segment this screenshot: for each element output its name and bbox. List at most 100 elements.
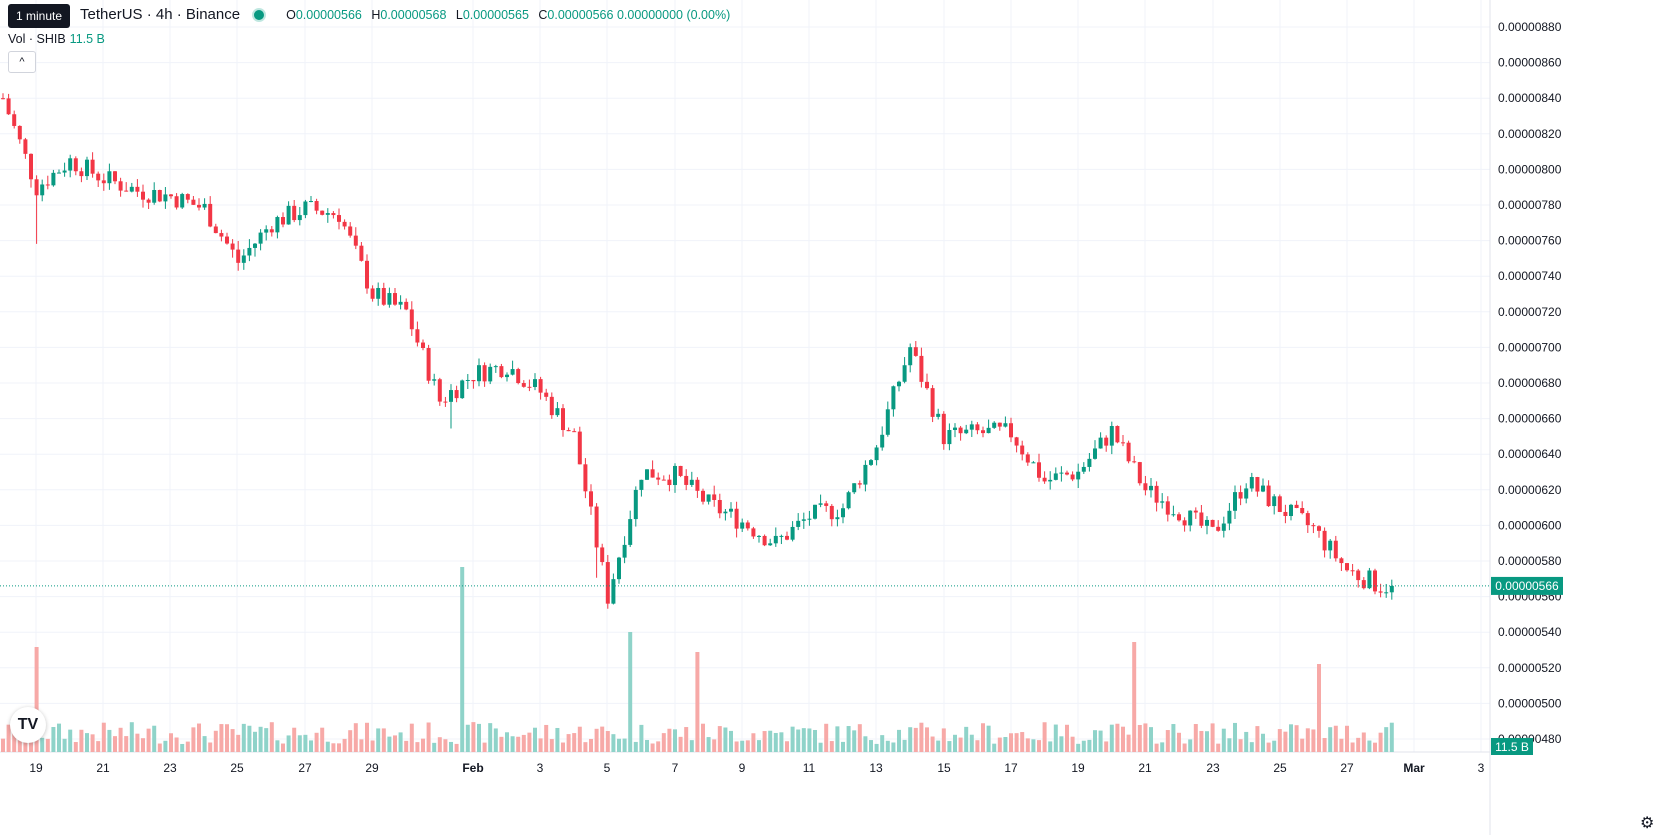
candle-body	[824, 503, 829, 506]
volume-bar	[885, 740, 890, 752]
low-value: 0.00000565	[462, 7, 529, 22]
volume-bar	[197, 723, 201, 752]
candle-body	[1149, 485, 1153, 491]
volume-bar	[213, 730, 218, 752]
candle-body	[695, 479, 700, 491]
candle-body	[68, 158, 73, 171]
y-tick-label: 0.00000860	[1498, 56, 1562, 70]
candle-body	[1255, 477, 1260, 492]
volume-bar	[678, 736, 683, 752]
candle-body	[1065, 472, 1069, 475]
candle-body	[213, 226, 218, 234]
candle-body	[745, 522, 750, 529]
volume-bar	[874, 743, 879, 752]
candle-body	[1199, 512, 1204, 526]
volume-bar	[1177, 732, 1181, 752]
volume-bar	[947, 741, 952, 752]
volume-bar	[908, 727, 913, 752]
volume-bar	[1305, 728, 1310, 752]
candle-body	[1093, 448, 1097, 459]
volume-bar	[1389, 722, 1394, 752]
y-tick-label: 0.00000540	[1498, 625, 1562, 639]
volume-bar	[1121, 726, 1125, 752]
candle-body	[141, 191, 145, 200]
volume-bar	[1311, 729, 1316, 752]
candle-body	[1216, 526, 1221, 531]
candle-body	[678, 465, 683, 476]
volume-bar	[1244, 731, 1249, 752]
candle-body	[325, 213, 330, 215]
volume-bar	[113, 736, 117, 752]
candle-body	[157, 190, 162, 202]
volume-bar	[997, 737, 1002, 752]
candle-body	[628, 519, 633, 545]
candle-body	[1244, 488, 1249, 499]
volume-bar	[1076, 743, 1081, 752]
candle-body	[1126, 442, 1131, 462]
candle-body	[303, 201, 308, 216]
candle-body	[12, 114, 17, 126]
volume-bar	[482, 742, 487, 752]
volume-bar	[488, 723, 493, 752]
volume-bar	[353, 723, 358, 752]
volume-bar	[600, 726, 605, 752]
gear-icon[interactable]: ⚙	[1640, 815, 1655, 832]
volume-bar	[342, 738, 347, 752]
candle-body	[734, 508, 739, 529]
volume-bar	[1070, 736, 1075, 752]
volume-bar	[258, 726, 263, 752]
tradingview-logo[interactable]: TV	[10, 707, 46, 743]
candle-body	[1277, 496, 1282, 512]
candle-body	[661, 479, 666, 481]
volume-bar	[762, 731, 767, 752]
x-tick-label: 19	[29, 761, 43, 775]
volume-bar	[1300, 738, 1305, 752]
symbol-title[interactable]: TetherUS · 4h · Binance	[80, 6, 241, 23]
candle-body	[773, 535, 778, 544]
candle-body	[1272, 496, 1277, 507]
candle-body	[561, 408, 565, 431]
candle-body	[85, 159, 89, 177]
candle-body	[286, 205, 291, 225]
volume-bar	[1345, 725, 1349, 752]
volume-bar	[818, 742, 823, 752]
volume-bar	[1065, 724, 1069, 752]
volume-bar	[17, 738, 22, 752]
volume-bar	[1042, 722, 1047, 752]
candle-body	[852, 483, 857, 493]
volume-bar	[409, 723, 414, 752]
x-tick-label: 15	[937, 761, 951, 775]
volume-bar	[729, 730, 733, 752]
candle-body	[589, 491, 593, 507]
high-value: 0.00000568	[380, 7, 447, 22]
candle-body	[101, 180, 106, 184]
candle-body	[992, 422, 997, 428]
candle-body	[258, 232, 263, 244]
candle-body	[398, 301, 403, 305]
volume-bar	[936, 740, 941, 752]
candle-body	[813, 504, 817, 519]
candle-body	[174, 196, 179, 208]
candle-body	[275, 217, 280, 233]
candle-body	[292, 205, 297, 221]
volume-bar	[1317, 664, 1321, 752]
candle-body	[90, 159, 95, 174]
candle-body	[342, 221, 347, 227]
volume-legend: Vol · SHIB 11.5 B	[8, 32, 105, 46]
candle-body	[365, 260, 369, 289]
x-tick-label: Mar	[1403, 761, 1425, 775]
volume-bar	[1081, 740, 1086, 752]
volume-bar	[1171, 724, 1176, 752]
x-tick-label: 11	[803, 761, 816, 775]
volume-bar	[712, 739, 717, 752]
volume-bar	[544, 724, 549, 752]
volume-bar	[12, 726, 17, 752]
candle-body	[1283, 511, 1288, 517]
volume-bar	[40, 737, 45, 752]
collapse-legend-button[interactable]: ^	[8, 51, 36, 73]
candle-body	[712, 494, 717, 500]
volume-bar	[919, 722, 924, 752]
candle-body	[701, 490, 705, 502]
volume-bar	[645, 739, 649, 752]
